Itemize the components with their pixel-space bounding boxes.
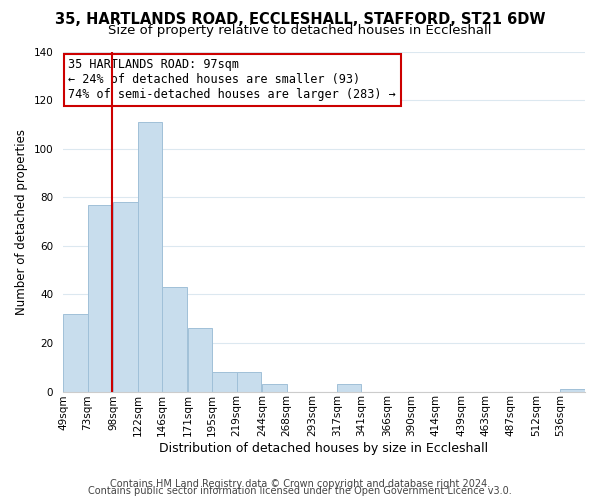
Text: Contains public sector information licensed under the Open Government Licence v3: Contains public sector information licen… xyxy=(88,486,512,496)
Bar xyxy=(212,372,236,392)
Bar xyxy=(188,328,212,392)
Bar xyxy=(63,314,88,392)
Bar xyxy=(113,202,137,392)
Bar xyxy=(236,372,261,392)
Bar xyxy=(262,384,287,392)
Text: 35, HARTLANDS ROAD, ECCLESHALL, STAFFORD, ST21 6DW: 35, HARTLANDS ROAD, ECCLESHALL, STAFFORD… xyxy=(55,12,545,28)
Text: 35 HARTLANDS ROAD: 97sqm
← 24% of detached houses are smaller (93)
74% of semi-d: 35 HARTLANDS ROAD: 97sqm ← 24% of detach… xyxy=(68,58,396,102)
X-axis label: Distribution of detached houses by size in Eccleshall: Distribution of detached houses by size … xyxy=(160,442,488,455)
Y-axis label: Number of detached properties: Number of detached properties xyxy=(15,128,28,314)
Bar xyxy=(88,204,112,392)
Bar xyxy=(560,389,585,392)
Bar xyxy=(337,384,361,392)
Bar xyxy=(137,122,162,392)
Text: Contains HM Land Registry data © Crown copyright and database right 2024.: Contains HM Land Registry data © Crown c… xyxy=(110,479,490,489)
Text: Size of property relative to detached houses in Eccleshall: Size of property relative to detached ho… xyxy=(108,24,492,37)
Bar xyxy=(162,287,187,392)
